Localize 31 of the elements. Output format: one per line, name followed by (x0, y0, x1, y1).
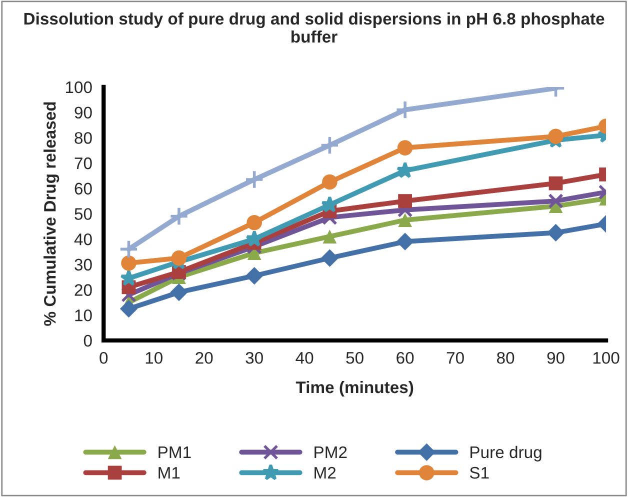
x-tick-label: 80 (496, 352, 514, 364)
x-axis-title: Time (minutes) (296, 380, 414, 397)
y-tick-label: 40 (74, 233, 92, 246)
legend-label: M1 (158, 467, 180, 479)
y-tick-label: 80 (74, 132, 92, 144)
legend-label: PM1 (158, 446, 191, 458)
y-tick-label: 60 (74, 182, 92, 195)
legend-label: M2 (314, 466, 336, 479)
x-tick-label: 70 (446, 352, 464, 364)
y-tick-label: 90 (74, 106, 92, 119)
y-tick-label: 20 (74, 284, 92, 296)
y-axis-title: % Cumulative Drug released (44, 102, 60, 326)
y-tick-label: 70 (74, 157, 92, 170)
x-tick-label: 40 (296, 352, 314, 364)
x-tick-label: 10 (146, 352, 162, 364)
x-tick-label: 0 (100, 352, 108, 364)
x-tick-label: 20 (196, 352, 213, 364)
y-tick-label: 100 (66, 81, 92, 94)
legend-label: PM2 (314, 446, 347, 458)
y-tick-label: 10 (75, 310, 92, 322)
x-tick-label: 60 (396, 352, 414, 364)
x-tick-label: 100 (593, 352, 620, 364)
x-tick-label: 30 (246, 352, 263, 364)
chart-title: Dissolution study of pure drug and solid dispersions in pH 6.8 phosphate buffer (24, 12, 604, 43)
legend-label: S1 (470, 466, 489, 479)
y-tick-label: 0 (84, 334, 92, 347)
x-tick-label: 90 (547, 352, 564, 364)
legend-label: Pure drug (470, 446, 542, 462)
y-tick-label: 50 (74, 208, 92, 220)
x-tick-label: 50 (346, 352, 364, 364)
y-tick-label: 30 (74, 258, 92, 271)
